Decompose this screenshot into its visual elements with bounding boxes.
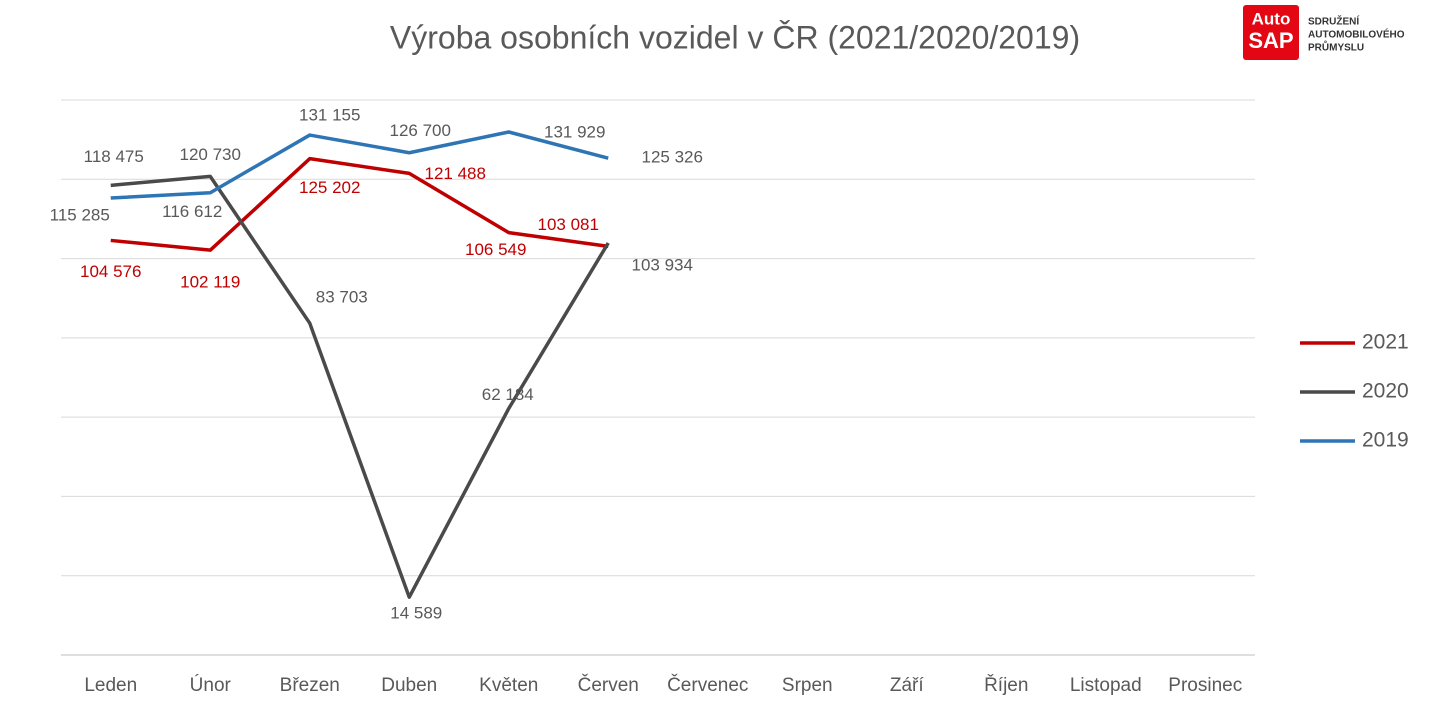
logo-mark: SAP bbox=[1248, 28, 1293, 53]
data-label: 125 202 bbox=[299, 178, 360, 197]
x-tick-label: Srpen bbox=[782, 675, 833, 696]
data-label: 126 700 bbox=[390, 121, 451, 140]
data-label: 102 119 bbox=[180, 273, 240, 292]
x-tick-label: Říjen bbox=[984, 674, 1028, 696]
data-label: 115 285 bbox=[50, 205, 110, 224]
data-label: 121 488 bbox=[425, 164, 486, 183]
logo: Auto SAP SDRUŽENÍ AUTOMOBILOVÉHO PRŮMYSL… bbox=[1243, 5, 1405, 60]
data-label: 120 730 bbox=[180, 145, 241, 164]
x-tick-label: Září bbox=[890, 675, 925, 696]
data-label: 83 703 bbox=[316, 288, 368, 307]
data-label: 131 929 bbox=[544, 122, 605, 141]
data-label: 131 155 bbox=[299, 106, 360, 125]
legend-label: 2019 bbox=[1362, 429, 1409, 452]
logo-text: PRŮMYSLU bbox=[1308, 40, 1364, 54]
x-tick-label: Květen bbox=[479, 675, 538, 696]
logo-box bbox=[1243, 5, 1299, 60]
data-label: 14 589 bbox=[390, 604, 442, 623]
data-label: 125 326 bbox=[642, 148, 703, 167]
chart-title: Výroba osobních vozidel v ČR (2021/2020/… bbox=[390, 19, 1080, 55]
data-label: 118 475 bbox=[84, 147, 144, 166]
logo-text: SDRUŽENÍ bbox=[1308, 15, 1359, 28]
x-tick-label: Březen bbox=[280, 675, 340, 696]
data-label: 104 576 bbox=[80, 262, 141, 281]
logo-text: AUTOMOBILOVÉHO bbox=[1308, 28, 1405, 41]
series-line bbox=[110, 156, 609, 252]
series-line bbox=[110, 130, 609, 200]
x-tick-label: Červenec bbox=[667, 674, 748, 696]
series-line bbox=[110, 174, 610, 599]
x-tick-label: Duben bbox=[381, 675, 437, 696]
legend-label: 2021 bbox=[1362, 331, 1409, 354]
x-tick-label: Únor bbox=[190, 674, 232, 696]
x-tick-label: Listopad bbox=[1070, 675, 1142, 696]
data-label: 106 549 bbox=[465, 240, 526, 259]
x-tick-label: Červen bbox=[578, 674, 639, 696]
logo-mark: Auto bbox=[1252, 9, 1291, 28]
x-tick-label: Leden bbox=[84, 675, 137, 696]
data-label: 103 081 bbox=[538, 215, 599, 234]
legend-label: 2020 bbox=[1362, 380, 1409, 403]
data-label: 116 612 bbox=[162, 202, 222, 221]
x-tick-label: Prosinec bbox=[1168, 675, 1242, 696]
data-label: 103 934 bbox=[632, 255, 693, 274]
data-label: 62 184 bbox=[482, 385, 534, 404]
